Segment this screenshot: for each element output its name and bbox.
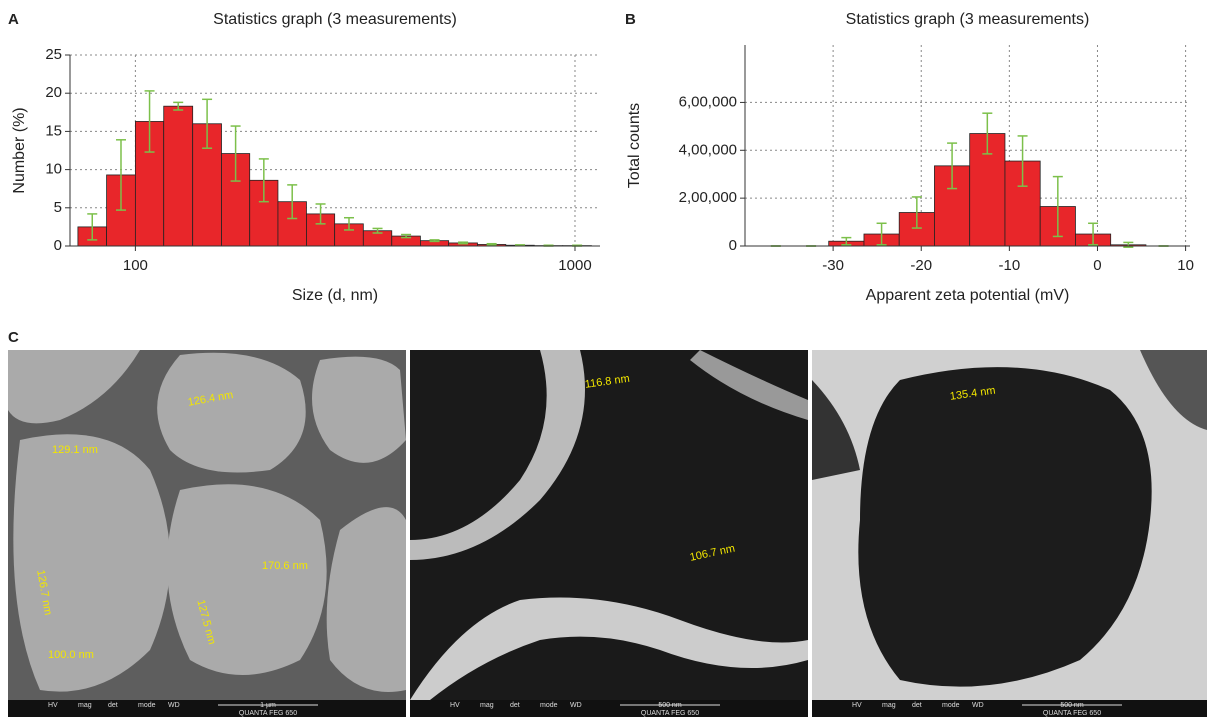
info-bar [8, 700, 406, 717]
micrograph: 116.8 nm 106.7 nm [410, 350, 808, 700]
info-header: mag [78, 702, 92, 709]
x-tick-label: 100 [123, 257, 148, 274]
x-tick-label: 10 [1177, 257, 1194, 274]
y-tick-label: 0 [729, 237, 737, 254]
x-tick-label: -10 [999, 257, 1021, 274]
instrument: QUANTA FEG 650 [641, 710, 699, 717]
micrograph: 126.4 nm 129.1 nm 126.7 nm 170.6 nm 127.… [8, 350, 406, 700]
size-annotation: 170.6 nm [262, 560, 308, 572]
y-tick-label: 6,00,000 [679, 93, 737, 110]
instrument: QUANTA FEG 650 [239, 710, 297, 717]
y-tick-label: 10 [45, 161, 62, 178]
info-header: mag [480, 702, 494, 709]
y-axis-label: Total counts [626, 103, 643, 188]
info-bar [812, 700, 1207, 717]
info-header: mode [138, 702, 156, 709]
y-tick-label: 0 [54, 237, 62, 254]
y-tick-label: 20 [45, 84, 62, 101]
info-header: WD [972, 702, 984, 709]
info-bar [410, 700, 808, 717]
info-header: det [108, 702, 118, 709]
chart-title: Statistics graph (3 measurements) [846, 11, 1090, 28]
panel-label: B [625, 11, 636, 28]
y-tick-label: 2,00,000 [679, 189, 737, 206]
y-axis-label: Number (%) [11, 107, 28, 193]
scale-bar-label: 500 nm [1060, 702, 1084, 709]
x-axis-label: Size (d, nm) [292, 287, 378, 304]
info-header: det [510, 702, 520, 709]
x-tick-label: 1000 [558, 257, 591, 274]
scale-bar-label: 500 nm [658, 702, 682, 709]
panel-label: C [8, 329, 19, 346]
info-header: HV [48, 702, 58, 709]
x-axis-label: Apparent zeta potential (mV) [866, 287, 1070, 304]
instrument: QUANTA FEG 650 [1043, 710, 1101, 717]
info-header: HV [852, 702, 862, 709]
bar [164, 106, 193, 246]
chart-title: Statistics graph (3 measurements) [213, 11, 457, 28]
info-header: mode [540, 702, 558, 709]
size-annotation: 100.0 nm [48, 649, 94, 661]
y-tick-label: 25 [45, 46, 62, 63]
info-header: WD [570, 702, 582, 709]
info-header: WD [168, 702, 180, 709]
y-tick-label: 4,00,000 [679, 141, 737, 158]
size-annotation: 129.1 nm [52, 444, 98, 456]
info-header: mode [942, 702, 960, 709]
panel-label: A [8, 11, 19, 28]
y-tick-label: 15 [45, 122, 62, 139]
info-header: det [912, 702, 922, 709]
x-tick-label: -30 [822, 257, 844, 274]
micrograph: 135.4 nm [812, 350, 1207, 700]
info-header: HV [450, 702, 460, 709]
y-tick-label: 5 [54, 199, 62, 216]
x-tick-label: -20 [910, 257, 932, 274]
x-tick-label: 0 [1093, 257, 1101, 274]
scale-bar-label: 1 µm [260, 702, 276, 709]
info-header: mag [882, 702, 896, 709]
